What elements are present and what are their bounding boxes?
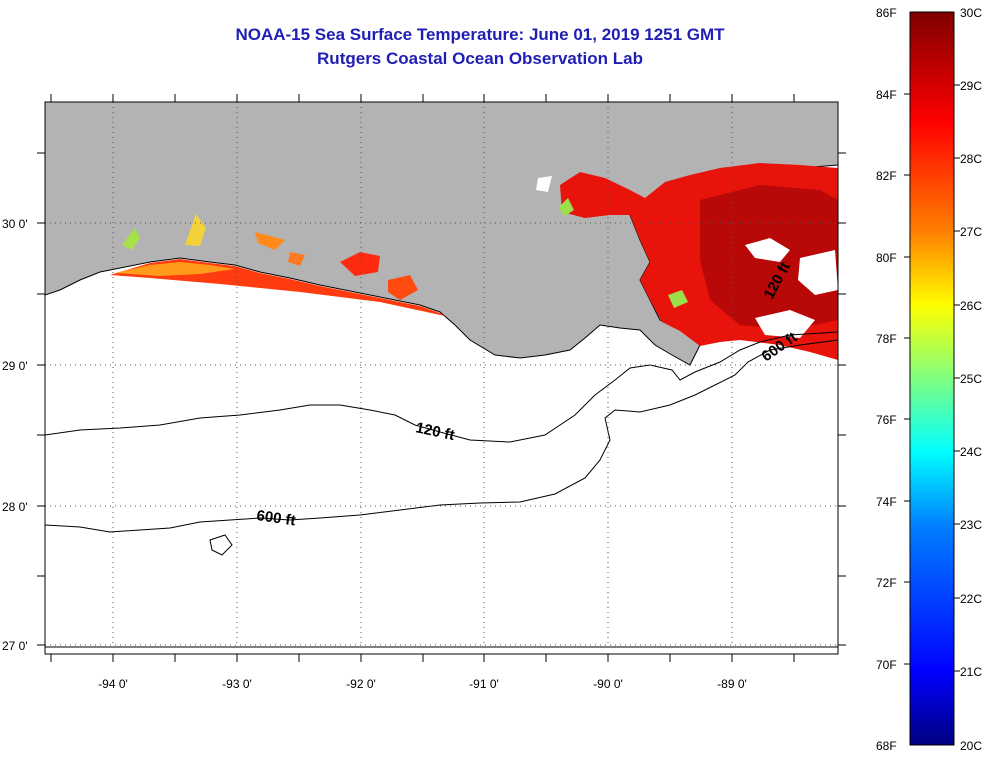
lat-label: 30 0' bbox=[2, 217, 28, 231]
map-title: NOAA-15 Sea Surface Temperature: June 01… bbox=[235, 25, 725, 44]
colorbar-f-label: 80F bbox=[876, 251, 897, 265]
lon-label: -92 0' bbox=[346, 677, 376, 691]
lon-label: -89 0' bbox=[717, 677, 747, 691]
sst-lake bbox=[255, 232, 285, 250]
sst-green-patch bbox=[668, 290, 688, 308]
lat-lon-grid bbox=[45, 102, 838, 647]
map-subtitle: Rutgers Coastal Ocean Observation Lab bbox=[317, 49, 643, 68]
cloud-patch bbox=[745, 238, 790, 262]
colorbar-c-label: 23C bbox=[960, 518, 983, 532]
sst-lake bbox=[185, 214, 206, 246]
sst-lake bbox=[340, 252, 380, 276]
colorbar-c-label: 20C bbox=[960, 739, 983, 753]
axis-ticks bbox=[37, 94, 846, 662]
colorbar-f-label: 74F bbox=[876, 495, 897, 509]
contour-120ft bbox=[45, 331, 838, 443]
colorbar-f-label: 84F bbox=[876, 88, 897, 102]
colorbar-f-label: 76F bbox=[876, 413, 897, 427]
cloud-patch bbox=[536, 176, 552, 192]
contour-label-600ft: 600 ft bbox=[255, 507, 296, 529]
cloud-patch bbox=[755, 310, 815, 338]
colorbar-c-label: 27C bbox=[960, 225, 983, 239]
contour-600ft-island bbox=[209, 534, 233, 556]
colorbar-f-label: 82F bbox=[876, 169, 897, 183]
contour-600ft bbox=[45, 339, 838, 533]
lat-label: 28 0' bbox=[2, 500, 28, 514]
sst-green-patch bbox=[558, 198, 574, 216]
lat-label: 27 0' bbox=[2, 639, 28, 653]
sst-lake bbox=[388, 275, 418, 300]
colorbar-c-label: 26C bbox=[960, 299, 983, 313]
lon-label: -91 0' bbox=[469, 677, 499, 691]
lat-label: 29 0' bbox=[2, 359, 28, 373]
sst-lake bbox=[288, 252, 305, 266]
lon-label: -90 0' bbox=[593, 677, 623, 691]
lon-label: -94 0' bbox=[98, 677, 128, 691]
sst-lake bbox=[122, 228, 140, 250]
lon-label: -93 0' bbox=[222, 677, 252, 691]
colorbar-f-label: 72F bbox=[876, 576, 897, 590]
colorbar-c-label: 24C bbox=[960, 445, 983, 459]
colorbar-f-label: 68F bbox=[876, 739, 897, 753]
colorbar-c-label: 28C bbox=[960, 152, 983, 166]
colorbar-c-label: 22C bbox=[960, 592, 983, 606]
colorbar-c-label: 25C bbox=[960, 372, 983, 386]
sst-coastal-band-warm bbox=[115, 262, 235, 276]
colorbar-c-label: 21C bbox=[960, 665, 983, 679]
colorbar bbox=[909, 11, 955, 746]
cloud-patch bbox=[798, 250, 838, 295]
colorbar-ticks bbox=[904, 84, 960, 672]
colorbar-f-label: 70F bbox=[876, 658, 897, 672]
colorbar-c-label: 29C bbox=[960, 79, 983, 93]
map-outer-frame bbox=[44, 101, 839, 655]
colorbar-c-label: 30C bbox=[960, 6, 983, 20]
colorbar-f-label: 86F bbox=[876, 6, 897, 20]
colorbar-f-label: 78F bbox=[876, 332, 897, 346]
